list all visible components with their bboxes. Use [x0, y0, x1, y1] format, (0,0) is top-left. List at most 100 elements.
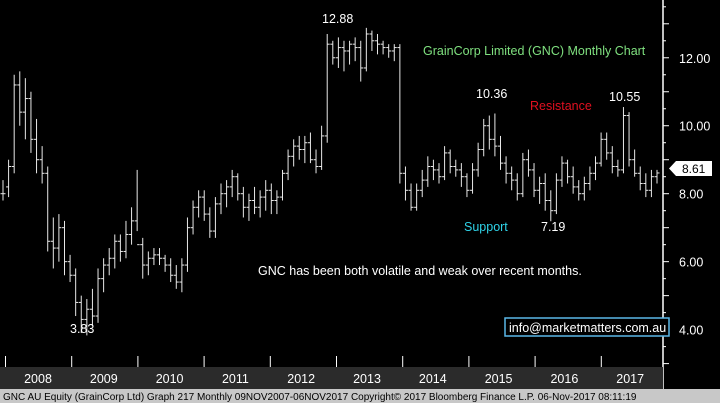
- ohlc-bar: [279, 169, 285, 201]
- ohlc-bar: [319, 125, 325, 170]
- ohlc-bar: [442, 146, 448, 181]
- y-tick-label: 10.00: [679, 120, 710, 134]
- ohlc-bar: [145, 251, 151, 276]
- ohlc-bar: [11, 74, 17, 174]
- ohlc-bar: [196, 190, 202, 218]
- x-tick-label: 2011: [222, 372, 249, 386]
- ohlc-bar: [492, 113, 498, 157]
- y-tick-label: 6.00: [679, 256, 703, 270]
- ohlc-bar: [246, 193, 252, 221]
- ohlc-bar: [503, 156, 509, 184]
- ohlc-bar: [268, 183, 274, 215]
- ohlc-bar: [369, 30, 375, 51]
- ohlc-bar: [520, 152, 526, 198]
- email-text: info@marketmatters.com.au: [509, 321, 666, 335]
- ohlc-bar: [419, 169, 425, 198]
- ohlc-bar: [212, 197, 218, 238]
- ohlc-bar: [352, 37, 358, 62]
- year-labels: 2008 2009 2010 2011 2012 2013 2014 2015 2016 2017: [24, 372, 644, 386]
- x-tick-label: 2014: [419, 372, 447, 386]
- x-tick-label: 2010: [156, 372, 184, 386]
- y-tick-label: 12.00: [679, 52, 710, 66]
- ohlc-bar: [570, 166, 576, 194]
- annotation-resistance: Resistance: [530, 99, 592, 113]
- ohlc-bar: [235, 173, 241, 201]
- last-price-label: 8.61: [669, 161, 712, 176]
- ohlc-bar: [140, 237, 146, 279]
- ohlc-bar: [173, 265, 179, 289]
- ohlc-bar: [179, 258, 185, 293]
- ohlc-bar: [402, 166, 408, 201]
- last-price-label-shape: [669, 161, 712, 176]
- annotation-high-2013: 12.88: [322, 12, 353, 26]
- ohlc-bar: [335, 37, 341, 68]
- ohlc-bar: [112, 234, 118, 269]
- ohlc-bar: [302, 135, 308, 164]
- ohlc-bar: [436, 163, 442, 184]
- ohlc-bar: [73, 268, 79, 317]
- ohlc-bar: [497, 135, 503, 170]
- ohlc-bar: [285, 149, 291, 181]
- year-band: [0, 367, 663, 389]
- ohlc-bar: [481, 118, 487, 157]
- ohlc-bar: [648, 169, 654, 198]
- ohlc-bar: [117, 234, 123, 262]
- ohlc-bar: [168, 258, 174, 283]
- ohlc-bar: [453, 159, 459, 177]
- annotation-comment: GNC has been both volatile and weak over…: [258, 264, 582, 278]
- last-price-value: 8.61: [682, 162, 706, 176]
- ohlc-bar: [157, 248, 163, 266]
- ohlc-bar: [408, 183, 414, 211]
- ohlc-bar: [151, 248, 157, 266]
- ohlc-bar: [224, 180, 230, 208]
- ohlc-bar: [509, 166, 515, 191]
- ohlc-bar: [553, 173, 559, 215]
- ohlc-bar: [313, 149, 319, 174]
- email-box-border: [504, 317, 670, 337]
- ohlc-bar: [17, 71, 23, 126]
- email-box: info@marketmatters.com.au: [504, 317, 670, 337]
- ohlc-bar: [414, 183, 420, 211]
- ohlc-bar: [134, 169, 140, 246]
- ohlc-bar: [475, 142, 481, 177]
- ohlc-bar: [565, 159, 571, 184]
- ohlc-bar: [34, 118, 40, 174]
- status-band: [0, 389, 720, 403]
- x-tick-label: 2008: [24, 372, 52, 386]
- ohlc-bar: [581, 176, 587, 201]
- ohlc-bar: [654, 169, 660, 184]
- ohlc-bar: [514, 173, 520, 201]
- chart-title: GrainCorp Limited (GNC) Monthly Chart: [423, 44, 646, 58]
- ohlc-bar: [101, 258, 107, 293]
- ohlc-bar: [296, 135, 302, 160]
- ohlc-bar: [531, 163, 537, 198]
- ohlc-bar: [559, 156, 565, 187]
- ohlc-bar: [380, 40, 386, 55]
- ohlc-bar: [347, 40, 353, 65]
- ohlc-bar: [6, 159, 12, 198]
- ohlc-bar: [375, 33, 381, 55]
- ohlc-bar: [229, 169, 235, 198]
- ohlc-bar: [598, 132, 604, 167]
- ohlc-bar: [274, 190, 280, 215]
- ohlc-bar: [263, 180, 269, 211]
- ohlc-bar: [363, 27, 369, 72]
- ohlc-bar: [78, 295, 84, 334]
- ohlc-bar: [626, 112, 632, 167]
- ohlc-bar: [542, 173, 548, 211]
- x-tick-label: 2017: [616, 372, 644, 386]
- ohlc-bar: [218, 183, 224, 215]
- ohlc-bar: [430, 159, 436, 181]
- annotation-support: Support: [464, 220, 508, 234]
- ohlc-bar: [643, 173, 649, 198]
- ohlc-bar: [307, 132, 313, 164]
- x-tick-label: 2016: [550, 372, 578, 386]
- ohlc-bar: [447, 149, 453, 174]
- ohlc-bar: [537, 176, 543, 204]
- ohlc-bar: [291, 139, 297, 167]
- ohlc-bar: [587, 166, 593, 191]
- y-tick-label: 4.00: [679, 324, 703, 338]
- ohlc-bar: [252, 186, 258, 215]
- ohlc-bar: [184, 217, 190, 272]
